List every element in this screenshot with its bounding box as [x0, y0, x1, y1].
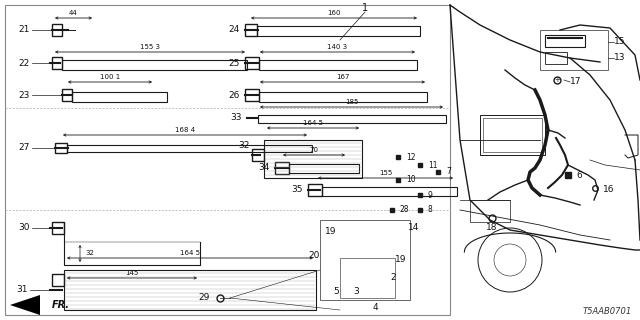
Text: 20: 20 [308, 251, 320, 260]
Text: 164 5: 164 5 [303, 120, 323, 126]
Text: +: + [554, 77, 560, 83]
Text: 1: 1 [362, 3, 368, 13]
Polygon shape [10, 295, 40, 315]
Text: 7: 7 [446, 167, 451, 177]
Text: 4: 4 [372, 303, 378, 313]
Text: 28: 28 [400, 205, 410, 214]
Bar [540, 30, 608, 70]
Bar [52, 57, 62, 69]
Text: 35: 35 [291, 186, 303, 195]
Text: FR.: FR. [52, 300, 70, 310]
Text: 140 3: 140 3 [328, 44, 348, 50]
Bar [480, 115, 545, 155]
Text: 3: 3 [353, 287, 359, 297]
Text: 19: 19 [325, 228, 337, 236]
Text: 14: 14 [408, 223, 419, 233]
Text: 26: 26 [228, 91, 240, 100]
Bar [62, 89, 72, 101]
Text: 22: 22 [19, 59, 30, 68]
Bar [257, 26, 420, 36]
Text: 32: 32 [239, 140, 250, 149]
Bar [55, 143, 67, 153]
Bar [320, 220, 410, 300]
Text: 29: 29 [198, 293, 210, 302]
Text: 13: 13 [614, 53, 625, 62]
Text: 10: 10 [406, 175, 415, 185]
Bar [289, 164, 359, 173]
Bar [72, 92, 167, 102]
Bar [64, 270, 316, 310]
Text: 6: 6 [576, 171, 582, 180]
Bar [52, 274, 64, 286]
Bar [62, 60, 247, 70]
Text: 25: 25 [228, 59, 240, 68]
Bar [245, 89, 259, 101]
Bar [258, 115, 446, 123]
Bar [245, 24, 257, 36]
Bar [259, 92, 427, 102]
Bar [5, 5, 450, 315]
Bar [483, 118, 542, 152]
Bar [67, 145, 312, 152]
Text: 17: 17 [570, 77, 582, 86]
Text: 15: 15 [614, 37, 625, 46]
Text: 160: 160 [327, 10, 340, 16]
Bar [259, 60, 417, 70]
Text: 2: 2 [390, 274, 396, 283]
Text: 145: 145 [125, 270, 139, 276]
Text: 164 5: 164 5 [180, 250, 200, 256]
Text: 24: 24 [228, 26, 240, 35]
Text: 9: 9 [428, 190, 433, 199]
Text: 33: 33 [230, 114, 242, 123]
Text: 12: 12 [406, 153, 415, 162]
Text: 21: 21 [19, 26, 30, 35]
Bar [52, 222, 64, 234]
Text: 34: 34 [259, 164, 270, 172]
Text: 155: 155 [379, 170, 392, 176]
Text: 8: 8 [428, 205, 433, 214]
Bar [308, 184, 322, 196]
Text: 19: 19 [395, 255, 406, 265]
Text: 27: 27 [19, 143, 30, 153]
Text: 168 4: 168 4 [175, 127, 195, 133]
Bar [322, 187, 457, 196]
Text: 23: 23 [19, 91, 30, 100]
Text: T5AAB0701: T5AAB0701 [583, 308, 632, 316]
Text: 44: 44 [69, 10, 78, 16]
Text: 30: 30 [19, 223, 30, 233]
Text: 31: 31 [17, 285, 28, 294]
Text: 5: 5 [333, 287, 339, 297]
Text: 11: 11 [428, 161, 438, 170]
Bar [245, 57, 259, 69]
Text: 185: 185 [345, 99, 358, 105]
Text: 167: 167 [336, 74, 349, 80]
Bar [52, 24, 62, 36]
Text: 70: 70 [310, 147, 319, 153]
Text: 100 1: 100 1 [100, 74, 120, 80]
Bar [470, 200, 510, 222]
Bar [545, 35, 585, 47]
Text: 155 3: 155 3 [140, 44, 160, 50]
Bar [340, 258, 395, 298]
Bar [264, 140, 362, 178]
Bar [275, 162, 289, 174]
Bar [545, 52, 567, 64]
Text: 18: 18 [486, 223, 498, 233]
Bar [252, 149, 264, 161]
Text: 32: 32 [86, 250, 95, 256]
Text: 16: 16 [603, 186, 614, 195]
